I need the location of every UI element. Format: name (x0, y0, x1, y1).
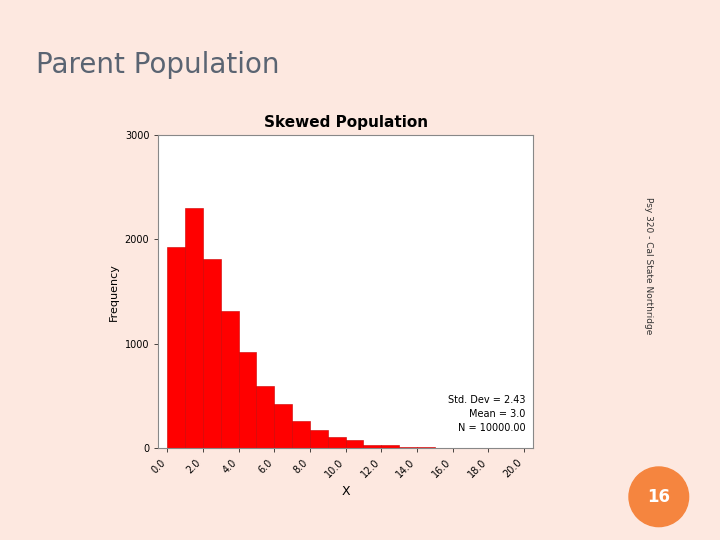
Bar (221, 312, 238, 448)
Text: 16: 16 (647, 488, 670, 506)
Bar (238, 352, 256, 448)
Bar (203, 259, 221, 448)
Text: Psy 320 - Cal State Northridge: Psy 320 - Cal State Northridge (644, 197, 652, 335)
Bar (310, 430, 328, 448)
Bar (382, 445, 399, 448)
Bar (417, 447, 435, 448)
Bar (256, 387, 274, 448)
Bar (346, 441, 364, 448)
Text: Parent Population: Parent Population (36, 51, 279, 79)
Bar (274, 404, 292, 448)
Bar (328, 437, 346, 448)
Bar (185, 208, 203, 448)
Title: Skewed Population: Skewed Population (264, 114, 428, 130)
X-axis label: X: X (341, 485, 350, 498)
Bar (292, 421, 310, 448)
Circle shape (629, 467, 688, 526)
Bar (364, 445, 382, 448)
Y-axis label: Frequency: Frequency (109, 262, 120, 321)
Text: Std. Dev = 2.43
Mean = 3.0
N = 10000.00: Std. Dev = 2.43 Mean = 3.0 N = 10000.00 (448, 395, 526, 433)
Bar (399, 447, 417, 448)
Bar (167, 247, 185, 448)
